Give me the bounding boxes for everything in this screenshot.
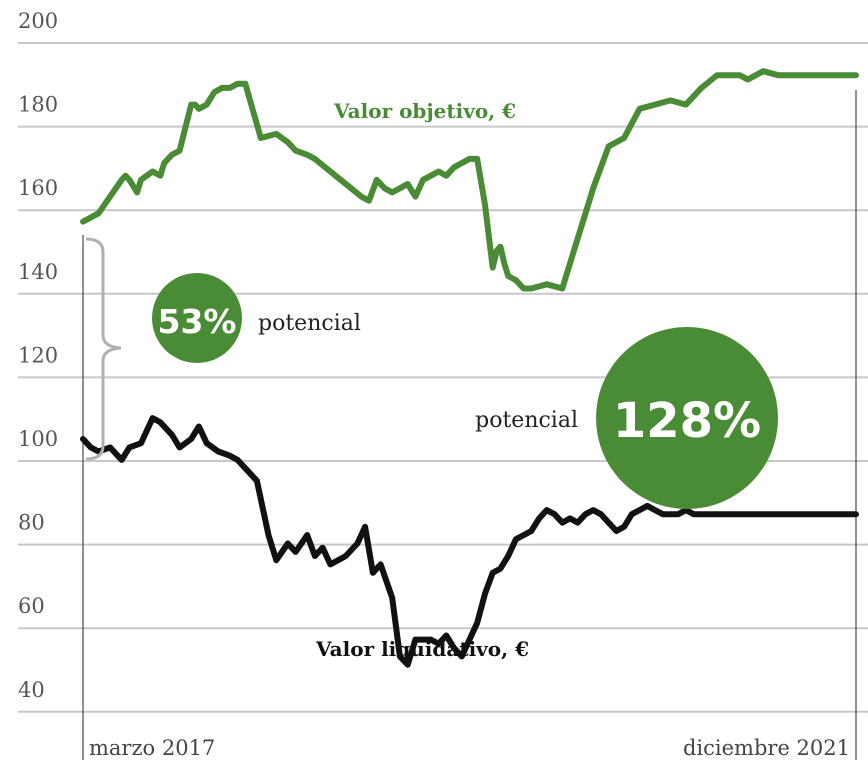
potential-pct-large: 128% — [613, 393, 761, 449]
potential-bubble-small — [152, 273, 242, 363]
y-tick-label: 140 — [18, 260, 58, 284]
potential-word-small: potencial — [258, 311, 361, 336]
y-tick-label: 160 — [18, 176, 58, 200]
axes — [82, 90, 857, 760]
y-tick-label: 180 — [18, 93, 58, 117]
x-label-start: marzo 2017 — [89, 736, 215, 760]
y-tick-label: 60 — [18, 594, 45, 618]
y-tick-label: 120 — [18, 343, 58, 367]
y-axis: 200 180 160 140 120 100 80 60 40 — [18, 9, 58, 702]
series-line-nav — [80, 415, 859, 668]
potential-bracket — [85, 237, 122, 461]
x-label-end: diciembre 2021 — [683, 736, 850, 760]
series-label-target: Valor objetivo, € — [333, 99, 516, 123]
potential-bubble-large — [596, 327, 778, 509]
potential-badge-large: 128% potencial — [475, 327, 778, 509]
series-label-nav: Valor liquidativo, € — [315, 637, 529, 661]
y-tick-label: 200 — [18, 9, 58, 33]
series-line-target — [80, 68, 859, 292]
series-group — [80, 68, 859, 668]
potential-pct-small: 53% — [158, 302, 237, 341]
potential-word-large: potencial — [475, 408, 578, 433]
potential-badge-small: 53% potencial — [152, 273, 361, 363]
y-tick-label: 100 — [18, 427, 58, 451]
y-tick-label: 80 — [18, 511, 45, 535]
y-tick-label: 40 — [18, 678, 45, 702]
